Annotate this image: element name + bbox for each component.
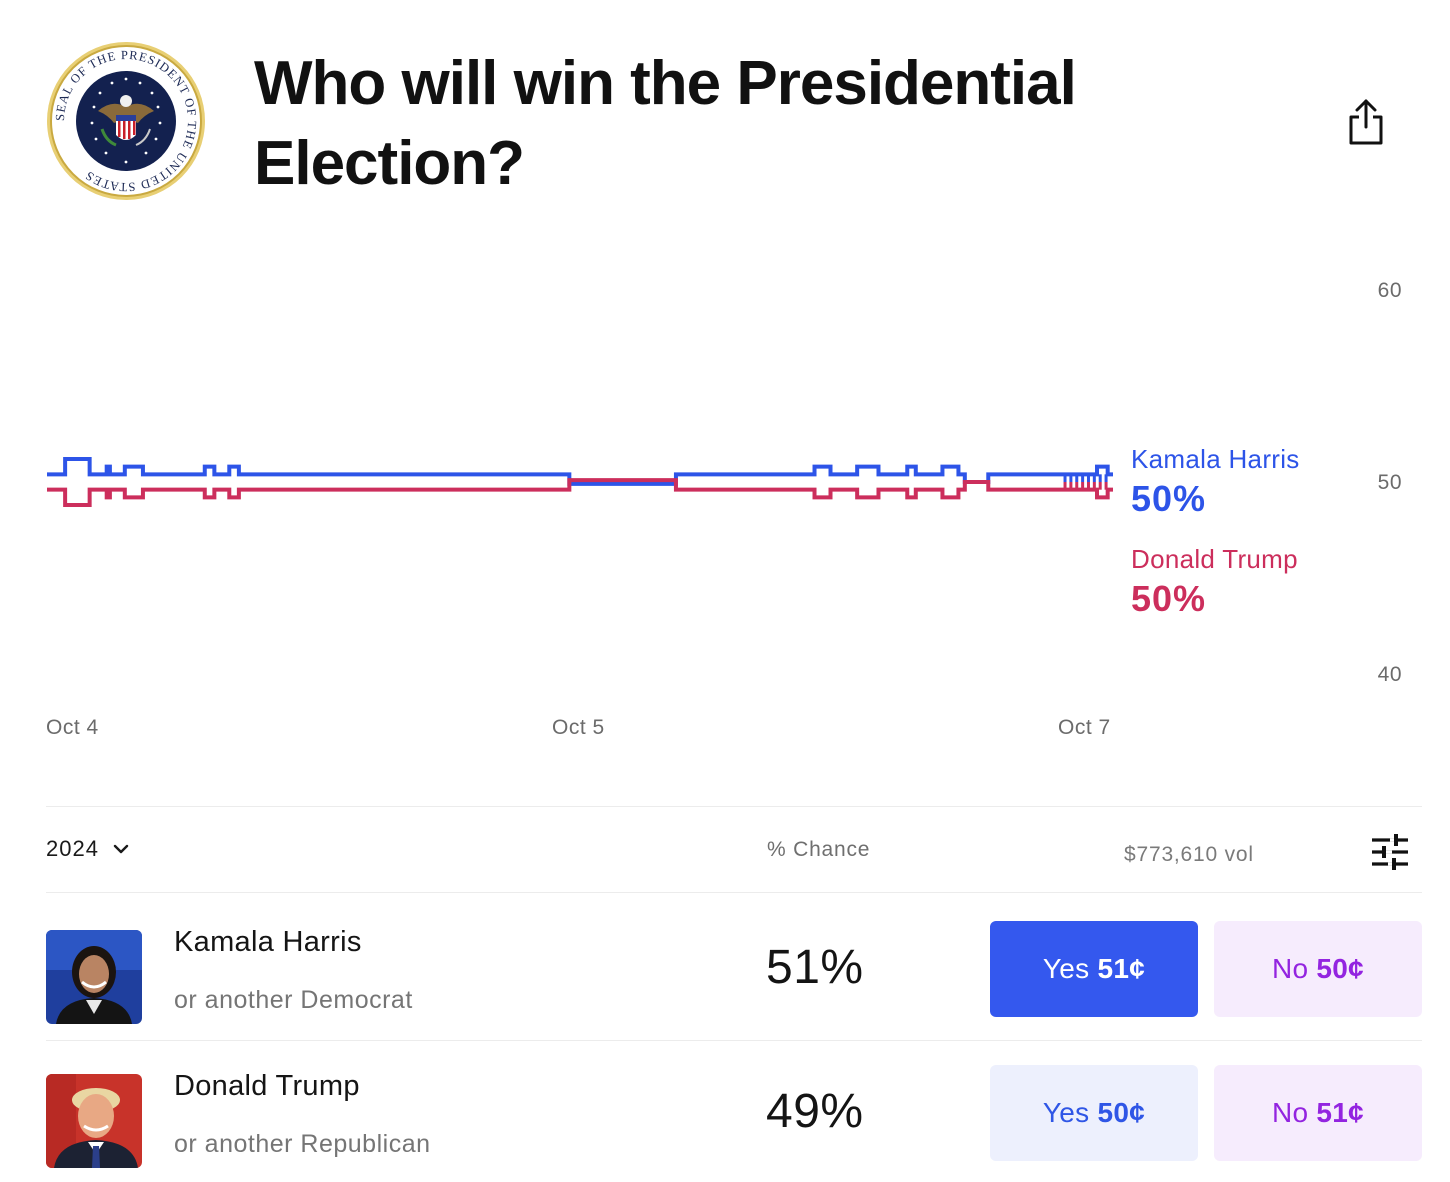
no-button-price: 51¢ bbox=[1316, 1097, 1365, 1128]
divider-rows bbox=[46, 1040, 1422, 1041]
no-button-price: 50¢ bbox=[1316, 953, 1365, 984]
no-button-label: No bbox=[1271, 953, 1309, 984]
yes-button-price: 50¢ bbox=[1097, 1097, 1146, 1128]
x-tick-oct4: Oct 4 bbox=[46, 716, 99, 739]
chance-harris: 51% bbox=[766, 941, 864, 994]
yes-button-harris[interactable]: Yes 51¢ bbox=[990, 921, 1198, 1017]
share-icon[interactable] bbox=[1345, 97, 1387, 149]
x-tick-oct7: Oct 7 bbox=[1058, 716, 1111, 739]
divider-top bbox=[46, 806, 1422, 807]
legend-harris-value: 50% bbox=[1131, 478, 1207, 519]
avatar-harris bbox=[46, 930, 142, 1024]
chance-trump: 49% bbox=[766, 1085, 864, 1138]
page-title: Who will win the Presidential Election? bbox=[254, 49, 1077, 198]
volume-label: $773,610 vol bbox=[1124, 843, 1254, 866]
yes-button-trump[interactable]: Yes 50¢ bbox=[990, 1065, 1198, 1161]
presidential-seal-logo: SEAL OF THE PRESIDENT OF THE UNITED STAT… bbox=[47, 42, 205, 200]
candidate-name-harris: Kamala Harris bbox=[174, 926, 362, 958]
no-button-trump[interactable]: No 51¢ bbox=[1214, 1065, 1422, 1161]
x-tick-oct5: Oct 5 bbox=[552, 716, 605, 739]
no-button-harris[interactable]: No 50¢ bbox=[1214, 921, 1422, 1017]
avatar-trump bbox=[46, 1074, 142, 1168]
outcome-row-trump: Donald Trump or another Republican 49% Y… bbox=[46, 1044, 1422, 1182]
legend-harris-name: Kamala Harris bbox=[1131, 444, 1300, 474]
legend-trump-value: 50% bbox=[1131, 578, 1207, 619]
year-dropdown[interactable]: 2024 bbox=[46, 836, 129, 862]
divider-header bbox=[46, 892, 1422, 893]
y-tick-40: 40 bbox=[1377, 663, 1402, 686]
candidate-name-trump: Donald Trump bbox=[174, 1070, 360, 1102]
filter-sliders-icon[interactable] bbox=[1370, 832, 1410, 872]
year-dropdown-value: 2024 bbox=[46, 836, 99, 861]
outcome-row-harris: Kamala Harris or another Democrat 51% Ye… bbox=[46, 900, 1422, 1040]
chevron-down-icon bbox=[113, 844, 129, 854]
probability-chart bbox=[47, 456, 1113, 508]
yes-button-price: 51¢ bbox=[1097, 953, 1146, 984]
yes-button-label: Yes bbox=[1042, 953, 1090, 984]
y-tick-60: 60 bbox=[1377, 279, 1402, 302]
series-line-trump bbox=[47, 478, 1113, 508]
y-tick-50: 50 bbox=[1377, 471, 1402, 494]
legend-trump-name: Donald Trump bbox=[1131, 544, 1298, 574]
yes-button-label: Yes bbox=[1042, 1097, 1090, 1128]
chance-column-header: % Chance bbox=[767, 838, 871, 861]
candidate-subtitle-trump: or another Republican bbox=[174, 1130, 431, 1158]
candidate-subtitle-harris: or another Democrat bbox=[174, 986, 413, 1014]
no-button-label: No bbox=[1271, 1097, 1309, 1128]
